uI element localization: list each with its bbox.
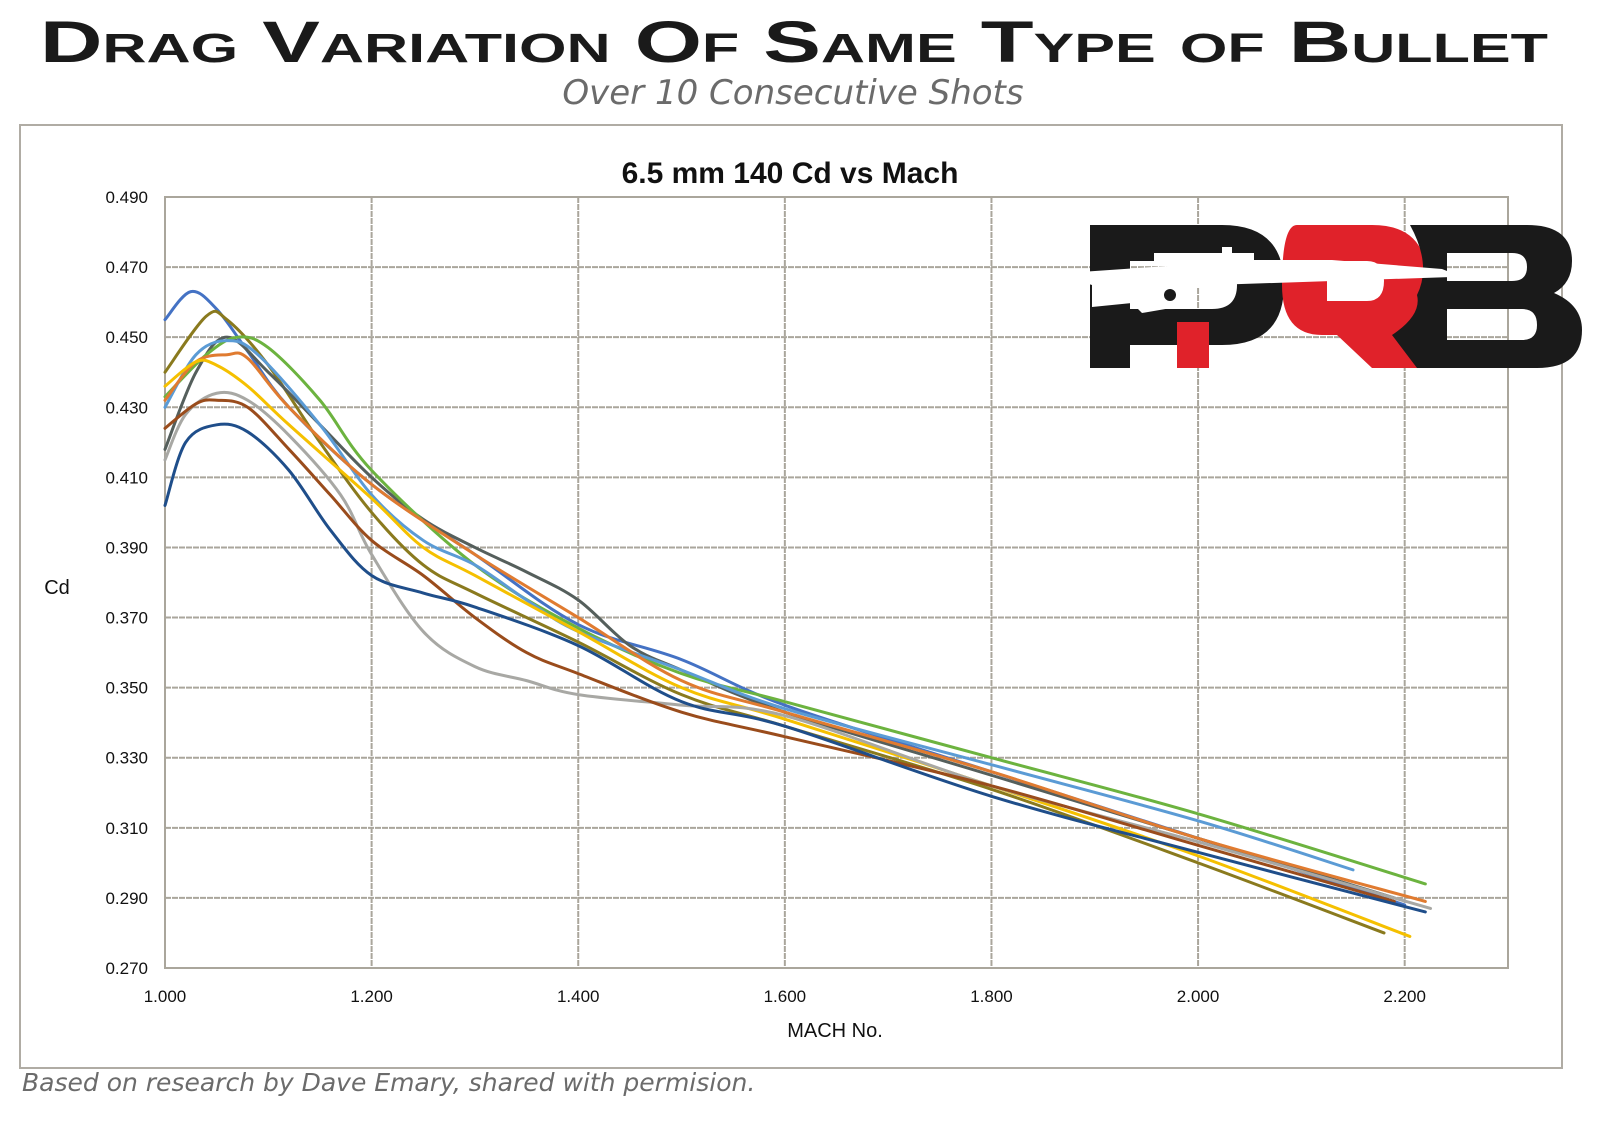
y-tick-label: 0.450 [105,328,148,347]
y-tick-label: 0.370 [105,609,148,628]
y-tick-labels: 0.490 0.470 0.450 0.430 0.410 0.390 0.370 0.350… [105,188,148,978]
y-axis-label: Cd [44,577,70,599]
chart-title: 6.5 mm 140 Cd vs Mach [622,157,959,190]
y-tick-label: 0.310 [105,819,148,838]
logo-letter-b [1392,225,1582,368]
series-line-shot-2 [163,309,1386,935]
series-line-shot-9 [163,398,1396,903]
page-subtitle: Over 10 Consecutive Shots [562,73,1023,113]
logo-dot [1177,322,1209,368]
y-tick-label: 0.330 [105,749,148,768]
x-tick-label: 2.200 [1383,987,1426,1006]
series-group [163,289,1433,938]
y-tick-label: 0.410 [105,468,148,487]
series-line-shot-5 [163,339,1355,872]
x-tick-label: 1.600 [764,987,807,1006]
footer-credit: Based on research by Dave Emary, shared … [22,1068,755,1097]
series-line-shot-7 [163,358,1412,938]
y-tick-label: 0.430 [105,398,148,417]
y-tick-label: 0.390 [105,538,148,557]
y-tick-label: 0.290 [105,889,148,908]
page-title: Drag Variation Of Same Type of Bullet [40,10,1548,75]
series-line-shot-10 [163,422,1427,914]
x-tick-label: 1.200 [350,987,393,1006]
rifle-silhouette-icon [1066,247,1452,313]
x-axis-label: MACH No. [787,1020,883,1042]
series-line-shot-3 [163,335,1396,900]
y-tick-label: 0.350 [105,679,148,698]
prb-logo [1066,225,1582,368]
y-tick-label: 0.470 [105,258,148,277]
x-tick-label: 1.000 [144,987,187,1006]
y-tick-label: 0.490 [105,188,148,207]
x-tick-label: 1.800 [970,987,1013,1006]
grid [164,196,1509,969]
series-line-shot-6 [163,351,1427,903]
x-tick-label: 2.000 [1177,987,1220,1006]
series-line-shot-4 [163,335,1427,886]
x-tick-labels: 1.000 1.200 1.400 1.600 1.800 2.000 2.200 [144,987,1426,1006]
y-tick-label: 0.270 [105,959,148,978]
x-tick-label: 1.400 [557,987,600,1006]
